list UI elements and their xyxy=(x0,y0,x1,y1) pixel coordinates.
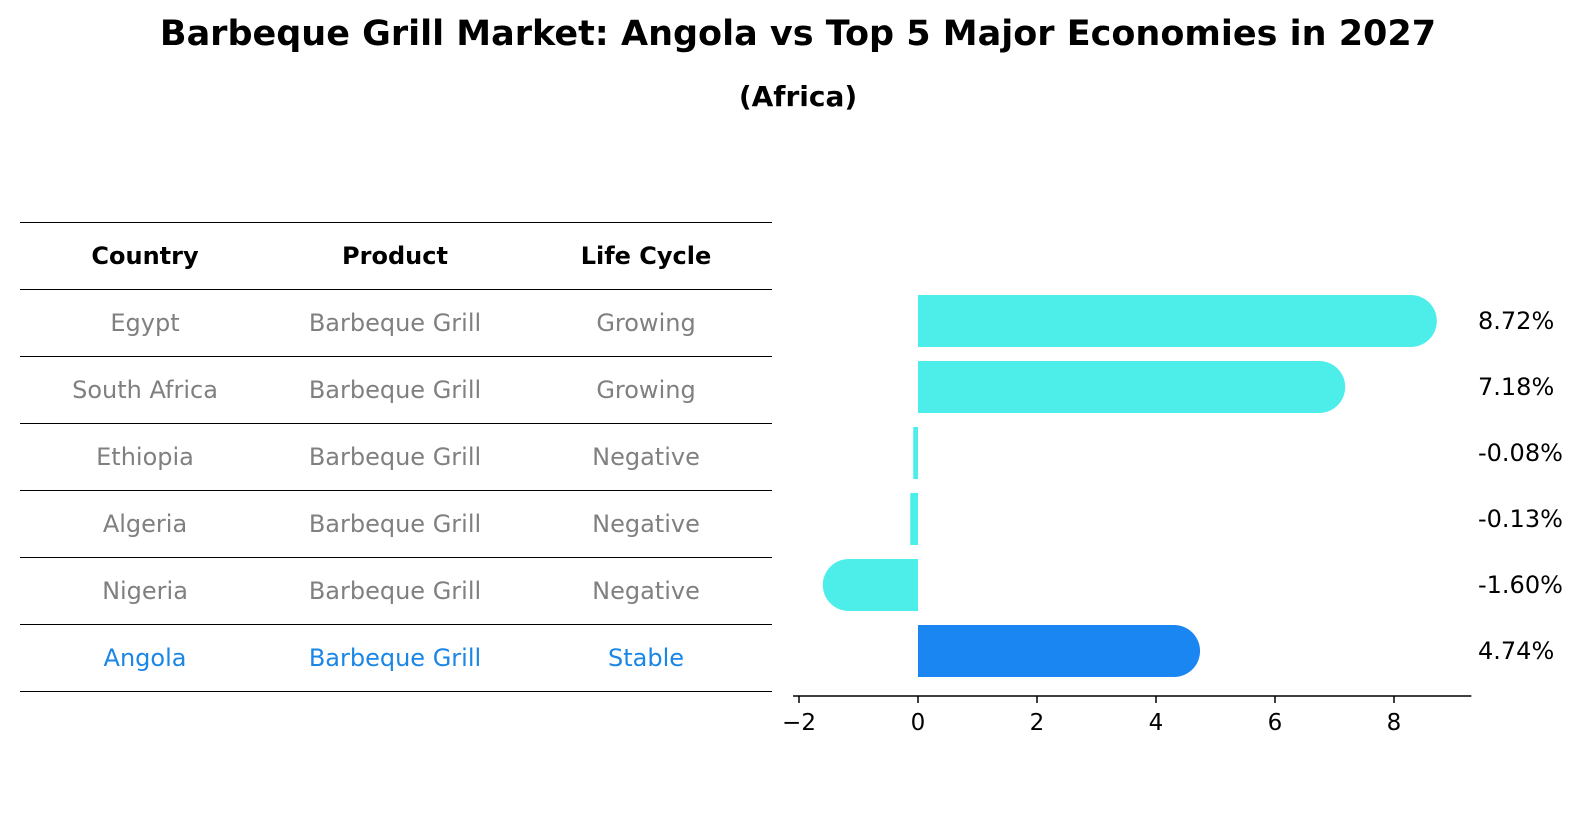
cell-life-cycle: Negative xyxy=(592,577,700,605)
value-label: -0.08% xyxy=(1478,439,1563,467)
bar xyxy=(822,559,918,611)
table-row-highlighted: Angola Barbeque Grill Stable xyxy=(20,624,772,692)
cell-life-cycle: Growing xyxy=(596,376,696,404)
table-row: Egypt Barbeque Grill Growing xyxy=(20,289,772,356)
cell-product: Barbeque Grill xyxy=(308,510,482,538)
chart-subtitle: (Africa) xyxy=(738,80,858,113)
cell-country: Algeria xyxy=(102,510,188,538)
cell-country: Nigeria xyxy=(102,577,188,605)
table-row: South Africa Barbeque Grill Growing xyxy=(20,356,772,423)
bar xyxy=(918,295,1437,347)
cell-life-cycle: Negative xyxy=(592,443,700,471)
value-label: -1.60% xyxy=(1478,571,1563,599)
cell-country: Ethiopia xyxy=(96,443,194,471)
cell-country: Angola xyxy=(103,644,187,672)
cell-life-cycle: Stable xyxy=(607,644,685,672)
chart-title: Barbeque Grill Market: Angola vs Top 5 M… xyxy=(159,14,1437,54)
bar xyxy=(918,361,1346,413)
bar xyxy=(918,625,1201,677)
cell-life-cycle: Growing xyxy=(596,309,696,337)
cell-product: Barbeque Grill xyxy=(308,309,482,337)
x-tick-label: 4 xyxy=(1149,710,1164,736)
x-tick-label: 0 xyxy=(911,710,926,736)
cell-life-cycle: Negative xyxy=(592,510,700,538)
cell-product: Barbeque Grill xyxy=(308,376,482,404)
country-table: Country Product Life Cycle Egypt Barbequ… xyxy=(20,222,772,692)
table-header-row: Country Product Life Cycle xyxy=(20,222,772,289)
header-life-cycle: Life Cycle xyxy=(580,242,712,270)
bar xyxy=(913,427,918,479)
value-label: 8.72% xyxy=(1478,307,1554,335)
x-tick-label: 2 xyxy=(1030,710,1045,736)
table-row: Algeria Barbeque Grill Negative xyxy=(20,490,772,557)
cell-product: Barbeque Grill xyxy=(308,443,482,471)
cell-country: South Africa xyxy=(72,376,218,404)
x-tick-label: 6 xyxy=(1268,710,1283,736)
value-label: -0.13% xyxy=(1478,505,1563,533)
cell-country: Egypt xyxy=(110,309,180,337)
value-label: 4.74% xyxy=(1478,637,1554,665)
value-label: 7.18% xyxy=(1478,373,1554,401)
x-tick-label: −2 xyxy=(782,710,816,736)
table-row: Ethiopia Barbeque Grill Negative xyxy=(20,423,772,490)
table-row: Nigeria Barbeque Grill Negative xyxy=(20,557,772,624)
cell-product: Barbeque Grill xyxy=(308,577,482,605)
x-tick-label: 8 xyxy=(1387,710,1402,736)
bar xyxy=(910,493,918,545)
header-country: Country xyxy=(91,242,199,270)
header-product: Product xyxy=(342,242,448,270)
cell-product: Barbeque Grill xyxy=(308,644,482,672)
